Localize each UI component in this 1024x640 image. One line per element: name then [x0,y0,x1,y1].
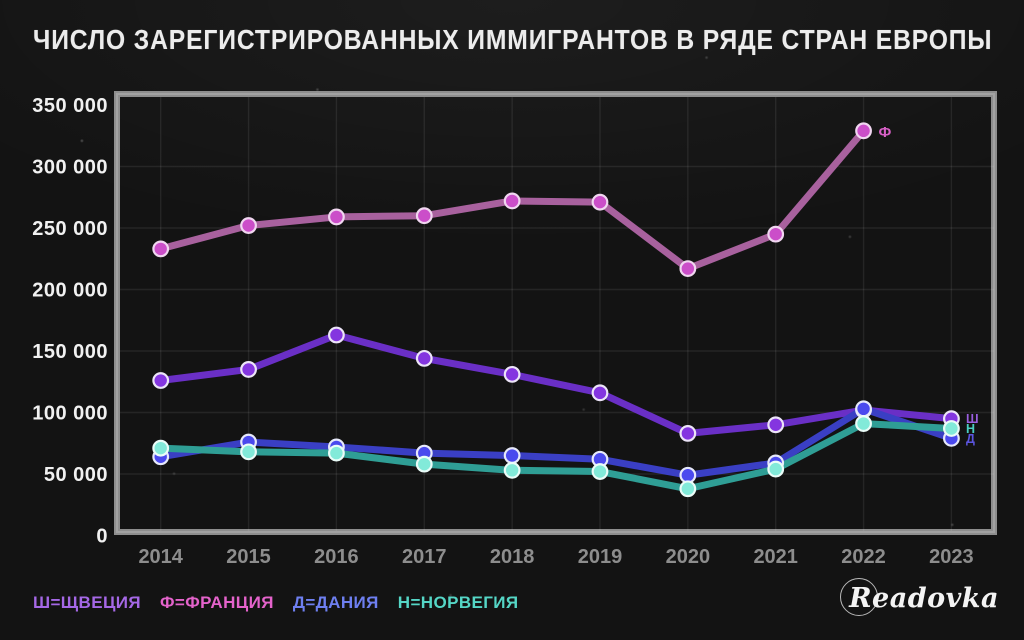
line-sweden [157,331,955,437]
dot-sweden-2018 [503,365,521,383]
dot-denmark-2018 [503,447,521,464]
plot-frame [114,91,997,535]
dot-france-2018 [503,192,521,210]
dot-sweden-2017 [415,349,433,367]
dot-france-2020 [679,260,697,277]
dot-norway-2020 [679,480,697,498]
dot-norway-2016 [328,444,345,462]
y-tick-0: 0 [96,526,108,548]
dot-sweden-2020 [679,425,697,442]
dot-france-2017 [415,207,433,225]
dot-sweden-2019 [591,384,609,402]
dot-sweden-2014 [152,372,170,389]
x-tick-2014: 2014 [138,546,183,568]
series-label-sweden: Ш [966,412,979,426]
dot-france-2021 [767,225,785,243]
x-tick-2015: 2015 [226,546,271,568]
x-tick-2018: 2018 [490,546,535,568]
series-label-norway: Н [966,422,975,436]
y-tick-5: 250 000 [32,218,108,240]
dot-norway-2019 [591,463,609,480]
dot-norway-2022 [855,415,872,432]
series-label-france: Ф [879,124,892,141]
y-tick-3: 150 000 [32,341,108,363]
dot-denmark-2020 [679,466,697,484]
y-tick-4: 200 000 [32,280,108,302]
dot-norway-2014 [152,439,170,457]
legend-item-france: Ф=ФРАНЦИЯ [160,593,274,612]
readovka-logo: Readovka [840,578,999,616]
gridlines [120,97,994,531]
logo-ring-icon [840,578,879,616]
x-tick-2020: 2020 [666,546,711,568]
dot-sweden-2021 [767,416,785,434]
dot-norway-2021 [767,460,785,478]
x-tick-2016: 2016 [314,546,359,568]
series-label-denmark: Д [966,432,975,446]
dot-norway-2017 [415,455,433,473]
y-tick-1: 50 000 [44,464,108,486]
dot-denmark-2022 [855,400,872,418]
legend: Ш=ЩВЕЦИЯ Ф=ФРАНЦИЯ Д=ДАНИЯ Н=НОРВЕГИЯ [33,593,519,613]
dot-sweden-2016 [328,326,345,344]
plot-frame-highlight [116,93,995,533]
y-tick-6: 300 000 [32,157,108,179]
logo-text: Readovka [849,583,999,614]
line-denmark [157,405,955,479]
x-tick-2022: 2022 [841,546,886,568]
legend-item-denmark: Д=ДАНИЯ [292,593,379,612]
y-tick-2: 100 000 [32,403,108,425]
legend-item-sweden: Ш=ЩВЕЦИЯ [33,593,142,612]
dot-norway-2015 [240,443,257,461]
dot-norway-2018 [503,461,521,479]
dot-france-2014 [152,240,170,258]
x-tick-2019: 2019 [578,546,623,568]
y-tick-7: 350 000 [32,95,108,117]
x-tick-2023: 2023 [929,546,974,568]
x-tick-2017: 2017 [402,546,447,568]
line-norway [157,420,955,493]
legend-item-norway: Н=НОРВЕГИЯ [397,593,519,612]
dot-france-2022 [855,122,872,140]
dot-france-2016 [328,208,345,226]
dot-norway-2023 [943,420,960,437]
dot-france-2015 [240,217,257,234]
chart-title: ЧИСЛО ЗАРЕГИСТРИРОВАННЫХ ИММИГРАНТОВ В Р… [33,24,993,55]
x-tick-2021: 2021 [753,546,798,568]
dot-sweden-2015 [240,361,257,378]
dot-france-2019 [591,193,609,211]
